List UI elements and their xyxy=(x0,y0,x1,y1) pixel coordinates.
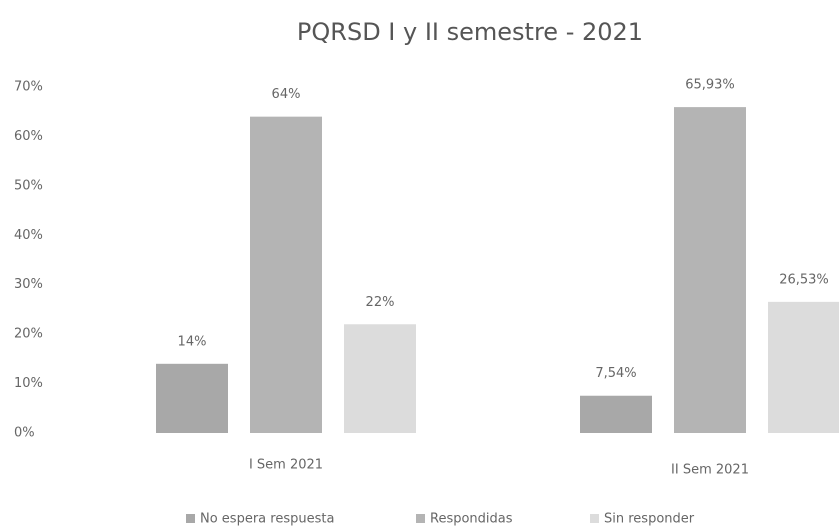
data-label: 7,54% xyxy=(595,366,636,381)
bar xyxy=(768,301,839,433)
data-label: 26,53% xyxy=(779,272,829,287)
x-tick-label: II Sem 2021 xyxy=(671,463,749,478)
y-tick-label: 10% xyxy=(14,376,43,391)
bar xyxy=(250,116,322,434)
legend-swatch xyxy=(186,514,195,523)
x-tick-label: I Sem 2021 xyxy=(249,458,323,473)
legend-swatch xyxy=(590,514,599,523)
data-label: 65,93% xyxy=(685,78,735,93)
bar xyxy=(674,107,746,433)
chart-title: PQRSD I y II semestre - 2021 xyxy=(297,18,643,46)
data-label: 22% xyxy=(366,295,395,310)
y-tick-label: 40% xyxy=(14,228,43,243)
bar xyxy=(344,324,416,433)
y-tick-label: 50% xyxy=(14,178,43,193)
y-tick-label: 20% xyxy=(14,327,43,342)
y-tick-label: 0% xyxy=(14,426,35,441)
bar xyxy=(580,395,652,433)
bar xyxy=(156,363,228,433)
legend-label: Sin responder xyxy=(604,512,695,527)
legend-label: Respondidas xyxy=(430,512,513,527)
y-tick-label: 30% xyxy=(14,277,43,292)
y-tick-label: 70% xyxy=(14,80,43,95)
data-label: 64% xyxy=(272,87,301,102)
legend-swatch xyxy=(416,514,425,523)
y-tick-label: 60% xyxy=(14,129,43,144)
data-label: 14% xyxy=(178,334,207,349)
legend-label: No espera respuesta xyxy=(200,512,334,527)
